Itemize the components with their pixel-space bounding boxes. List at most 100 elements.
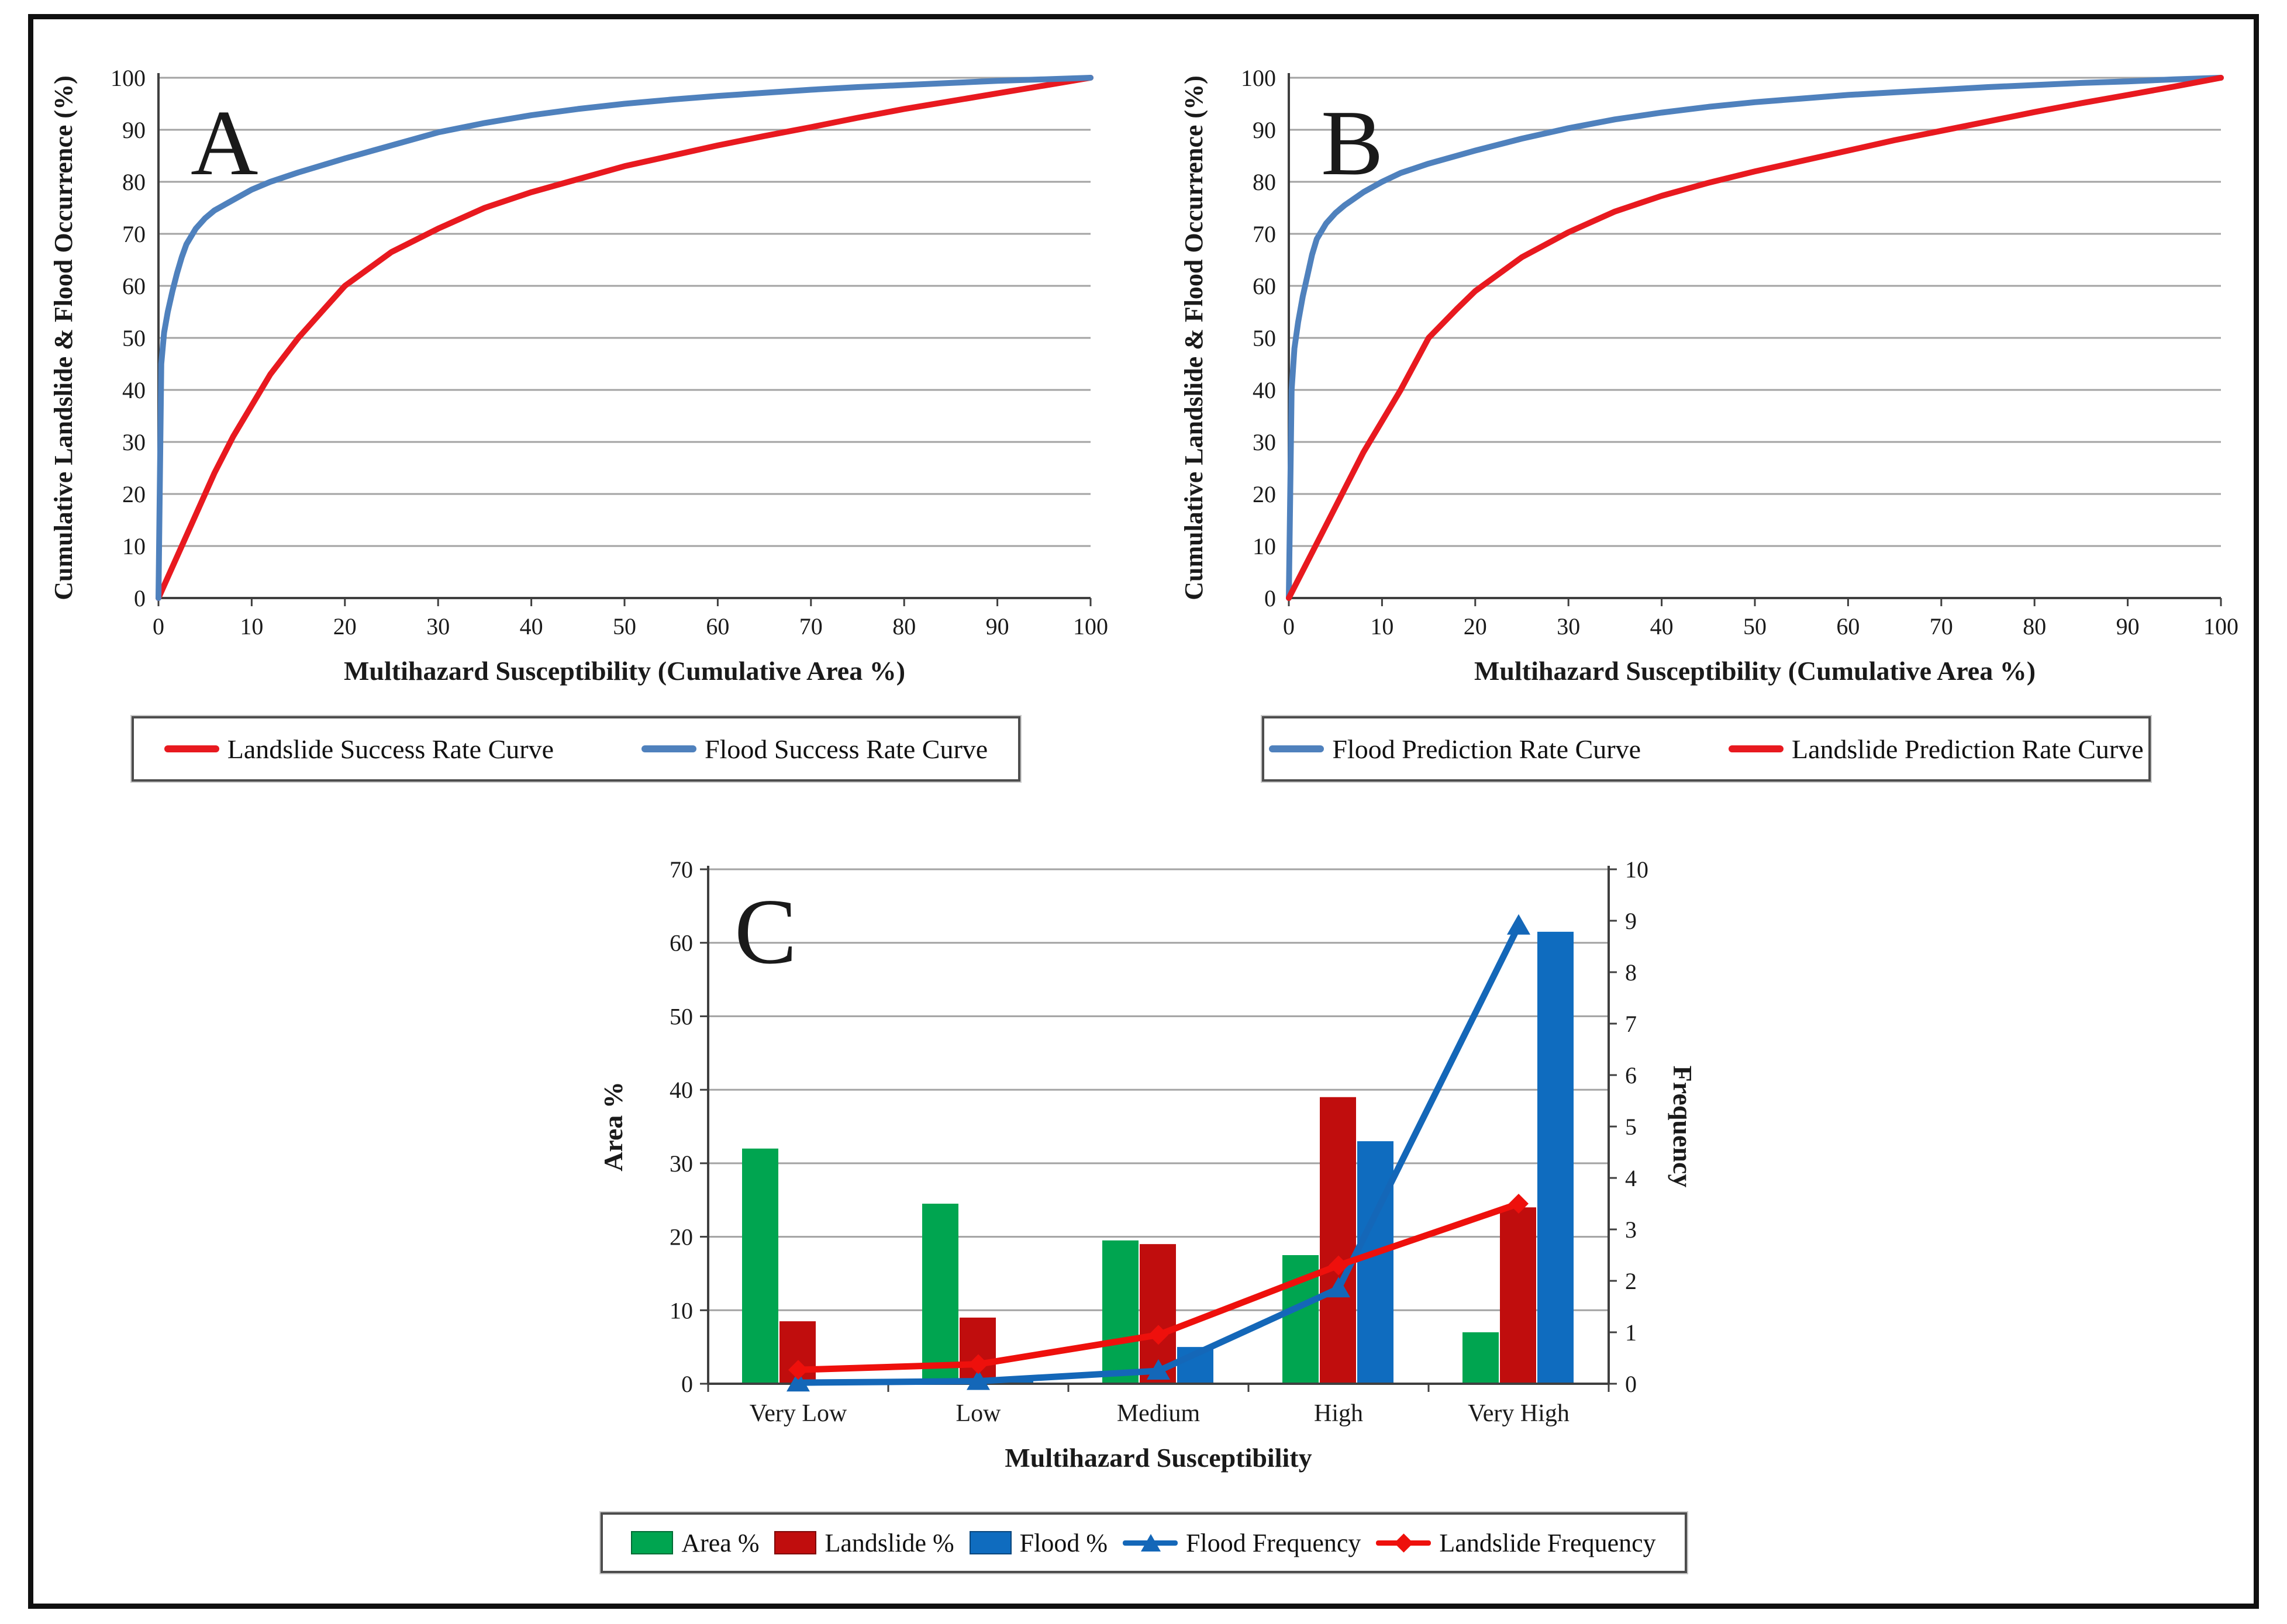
legend-marker-swatch (1123, 1533, 1178, 1553)
panel-c: 0 10 20 30 40 50 60 70 0 1 2 3 4 5 6 7 8 9 10 Very Low Low Me… (588, 845, 1699, 1573)
y-tick-label: 80 (1253, 169, 1276, 195)
right-tick-label: 3 (1625, 1217, 1637, 1243)
x-tick-label: 20 (333, 613, 357, 640)
chart-a-canvas: 0 10 20 30 40 50 60 70 80 90 100 0 10 20 30 40 50 60 70 80 9… (49, 65, 1108, 686)
diamond-marker-icon (1394, 1533, 1414, 1553)
top-row: 0 10 20 30 40 50 60 70 80 90 100 0 10 20 30 40 50 60 70 80 9… (33, 19, 2254, 782)
triangle-marker (1146, 1359, 1170, 1380)
legend-item: Flood Frequency (1123, 1528, 1361, 1558)
right-axis-ticks: 0 1 2 3 4 5 6 7 8 9 10 (1608, 856, 1648, 1397)
x-tick-label: 10 (240, 613, 263, 640)
legend-item: Landslide Frequency (1376, 1528, 1656, 1558)
legend-label: Landslide % (825, 1528, 954, 1557)
category-label: High (1314, 1400, 1363, 1427)
bar (741, 1148, 778, 1384)
legend-item: Landslide % (774, 1528, 954, 1558)
legend-label: Flood Frequency (1186, 1528, 1361, 1557)
category-label: Very High (1468, 1400, 1569, 1427)
left-tick-label: 70 (670, 856, 693, 883)
panel-letter: C (734, 879, 797, 983)
series-flood-prediction-rate-curve (1286, 75, 2224, 601)
legend-b: Flood Prediction Rate Curve Landslide Pre… (1262, 716, 2151, 782)
triangle-marker (1506, 914, 1530, 935)
right-tick-label: 10 (1625, 856, 1648, 883)
legend-c: Area % Landslide % Flood % Flood Frequency L… (600, 1512, 1687, 1573)
left-tick-label: 10 (670, 1297, 693, 1324)
triangle-marker (786, 1371, 810, 1392)
legend-rect-swatch (631, 1531, 674, 1554)
y-axis-title: Cumulative Landslide & Flood Occurrence … (49, 75, 78, 600)
y-tick-label: 30 (122, 429, 146, 455)
right-tick-label: 6 (1625, 1062, 1637, 1089)
legend-item: Flood Success Rate Curve (641, 734, 988, 765)
panel-letter: B (1321, 91, 1384, 195)
panel-letter: A (191, 91, 258, 195)
legend-line-swatch (1728, 745, 1784, 752)
y-tick-label: 100 (1241, 65, 1276, 91)
y-tick-label: 90 (1253, 117, 1276, 143)
diamond-marker (1328, 1255, 1348, 1276)
gridlines (1289, 77, 2221, 547)
bar (1499, 1207, 1536, 1384)
x-tick-label: 100 (2203, 613, 2238, 640)
y-tick-label: 40 (122, 377, 146, 403)
category-label: Very Low (749, 1400, 847, 1427)
x-tick-label: 90 (986, 613, 1009, 640)
diamond-marker (968, 1354, 988, 1374)
left-axis-title: Area % (598, 1081, 628, 1172)
triangle-marker (1326, 1277, 1350, 1298)
legend-label: Flood Success Rate Curve (705, 734, 988, 764)
x-tick-label: 90 (2116, 613, 2140, 640)
left-tick-label: 30 (670, 1150, 693, 1177)
x-tick-label: 30 (426, 613, 450, 640)
y-tick-label: 0 (1264, 585, 1276, 611)
y-axis-ticks: 0 10 20 30 40 50 60 70 80 90 100 (1241, 65, 1276, 611)
left-tick-label: 0 (681, 1371, 693, 1397)
chart-c-canvas: 0 10 20 30 40 50 60 70 0 1 2 3 4 5 6 7 8 9 10 Very Low Low Me… (598, 856, 1698, 1473)
legend-rect-swatch (774, 1531, 817, 1554)
y-tick-label: 50 (122, 325, 146, 351)
series-landslide-prediction-rate-curve (1286, 75, 2224, 601)
diamond-marker (788, 1360, 808, 1380)
diamond-marker (1508, 1194, 1529, 1214)
category-label: Low (955, 1400, 1001, 1427)
x-axis-title: Multihazard Susceptibility (Cumulative A… (344, 656, 905, 686)
legend-item: Landslide Success Rate Curve (164, 734, 554, 765)
bar (922, 1204, 958, 1384)
gridlines (158, 77, 1091, 547)
legend-label: Area % (681, 1528, 760, 1557)
y-axis-ticks: 0 10 20 30 40 50 60 70 80 90 100 (111, 65, 146, 611)
triangle-marker (966, 1369, 990, 1390)
x-tick-label: 60 (706, 613, 729, 640)
y-tick-label: 40 (1253, 377, 1276, 403)
right-tick-label: 7 (1625, 1011, 1637, 1037)
triangle-marker-icon (1141, 1534, 1161, 1552)
legend-line-swatch (1269, 745, 1324, 752)
x-tick-label: 50 (1743, 613, 1767, 640)
bars-landslide- (779, 1097, 1536, 1384)
x-tick-label: 0 (153, 613, 164, 640)
y-tick-label: 10 (122, 533, 146, 559)
panel-a: 0 10 20 30 40 50 60 70 80 90 100 0 10 20 30 40 50 60 70 80 9… (44, 50, 1108, 782)
right-tick-label: 5 (1625, 1114, 1637, 1140)
left-tick-label: 20 (670, 1224, 693, 1250)
bar (1319, 1097, 1356, 1384)
legend-a: Landslide Success Rate Curve Flood Succes… (132, 716, 1020, 782)
x-tick-label: 20 (1464, 613, 1487, 640)
x-tick-label: 60 (1836, 613, 1860, 640)
right-tick-label: 2 (1625, 1268, 1637, 1294)
legend-marker-swatch (1376, 1533, 1431, 1553)
x-axis-ticks: 0 10 20 30 40 50 60 70 80 90 100 (153, 598, 1108, 640)
category-label: Medium (1116, 1400, 1200, 1427)
x-tick-label: 70 (799, 613, 823, 640)
x-axis-ticks: 0 10 20 30 40 50 60 70 80 90 100 (1283, 598, 2238, 640)
y-tick-label: 70 (1253, 221, 1276, 247)
y-tick-label: 10 (1253, 533, 1276, 559)
right-tick-label: 8 (1625, 959, 1637, 986)
left-tick-label: 50 (670, 1003, 693, 1029)
x-tick-label: 30 (1557, 613, 1580, 640)
right-axis-title: Frequency (1668, 1066, 1698, 1188)
x-tick-label: 40 (1650, 613, 1674, 640)
y-tick-label: 60 (1253, 273, 1276, 299)
y-tick-label: 30 (1253, 429, 1276, 455)
